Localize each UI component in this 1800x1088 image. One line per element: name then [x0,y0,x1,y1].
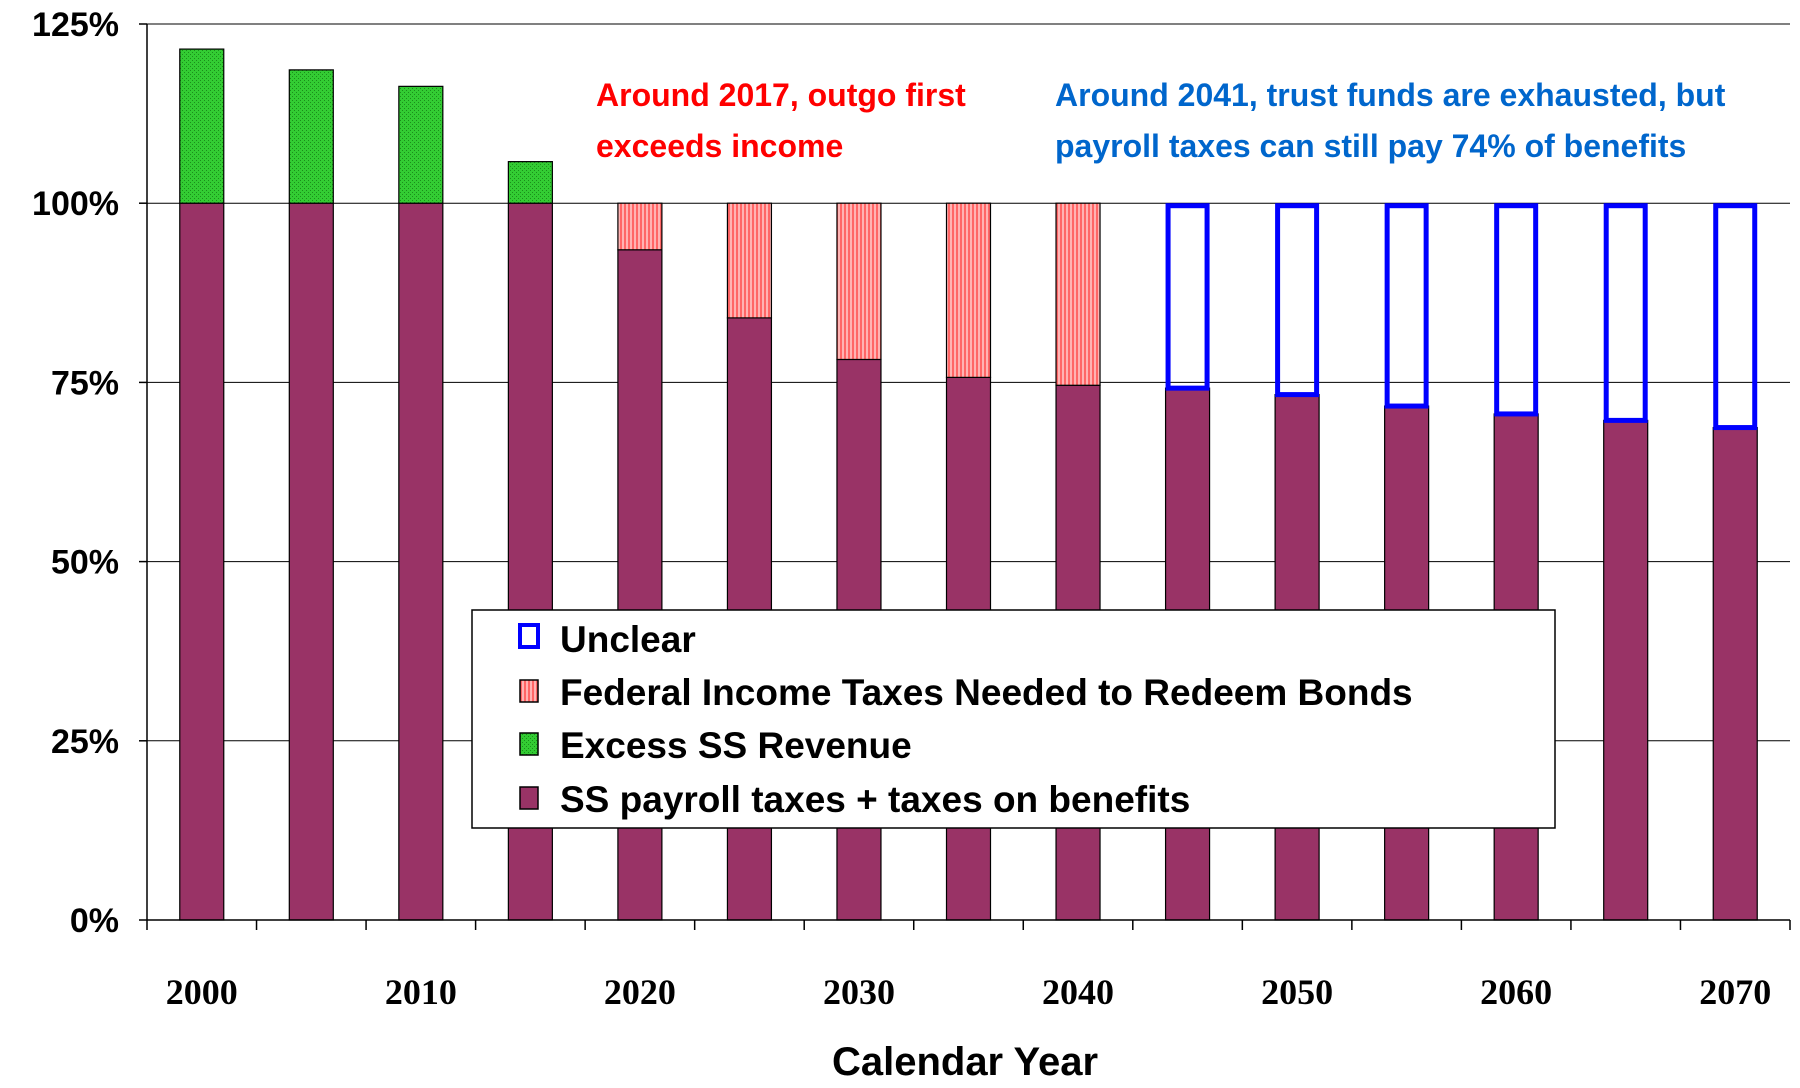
legend-swatch-ss-payroll-taxes [519,786,539,810]
bar-2015-series-1 [507,161,553,204]
bar-2060-series-3 [1494,203,1539,417]
x-tick-label-2000: 2000 [166,972,238,1012]
y-tick-label-100: 100% [32,185,119,223]
bar-2050-series-3 [1275,203,1320,398]
bar-2065-series-3 [1603,203,1648,423]
y-tick-label-0: 0% [70,902,119,940]
x-tick-label-2060: 2060 [1480,972,1552,1012]
x-tick-label-2010: 2010 [385,972,457,1012]
y-tick-label-75: 75% [51,364,119,402]
x-tick-label-2050: 2050 [1261,972,1333,1012]
bar-2045-series-3 [1165,203,1210,391]
bar-2000-series-0 [179,202,225,921]
bar-2025-series-2 [726,202,773,319]
legend-label-ss-payroll-taxes: SS payroll taxes + taxes on benefits [560,779,1190,820]
y-tick-label-50: 50% [51,544,119,582]
bar-2055-series-3 [1384,203,1429,409]
bar-2010-series-1 [398,85,444,204]
bar-2030-series-2 [836,202,882,361]
x-tick-label-2070: 2070 [1699,972,1771,1012]
bar-2005-series-1 [288,69,334,204]
annotation-2041-line-2: payroll taxes can still pay 74% of benef… [1055,128,1686,164]
tick-labels: 0% 25% 50% 75% 100% 125% 2000 2010 2020 2030 2040 2… [32,6,1771,1012]
x-tick-label-2030: 2030 [823,972,895,1012]
legend: Unclear Federal Income Taxes Needed to R… [471,609,1556,829]
legend-label-federal-income-taxes: Federal Income Taxes Needed to Redeem Bo… [560,672,1413,713]
bar-2040-series-2 [1055,202,1101,386]
annotation-2017-line-1: Around 2017, outgo first [596,77,966,113]
bar-2070-series-0 [1712,426,1758,921]
y-tick-label-25: 25% [51,723,119,761]
legend-label-unclear: Unclear [560,619,696,660]
legend-label-excess-ss-revenue: Excess SS Revenue [560,725,912,766]
y-tick-label-125: 125% [32,6,119,44]
x-tick-label-2020: 2020 [604,972,676,1012]
annotations: Around 2017, outgo first exceeds income … [596,77,1726,164]
bar-2065-series-0 [1603,419,1649,921]
annotation-2041-line-1: Around 2041, trust funds are exhausted, … [1055,77,1726,113]
axes [139,23,1791,930]
legend-swatch-unclear [518,623,540,649]
legend-swatch-excess-ss-revenue [519,732,539,756]
legend-swatch-federal-income-taxes [519,679,539,703]
bar-2070-series-3 [1713,203,1758,431]
x-tick-label-2040: 2040 [1042,972,1114,1012]
legend-box [471,609,1556,829]
bar-2000-series-1 [179,48,225,204]
x-axis-label: Calendar Year [832,1040,1098,1084]
bar-2010-series-0 [398,202,444,921]
annotation-2017-line-2: exceeds income [596,128,843,164]
bar-2005-series-0 [288,202,334,921]
bar-2020-series-2 [617,202,663,251]
bar-2035-series-2 [945,202,992,378]
